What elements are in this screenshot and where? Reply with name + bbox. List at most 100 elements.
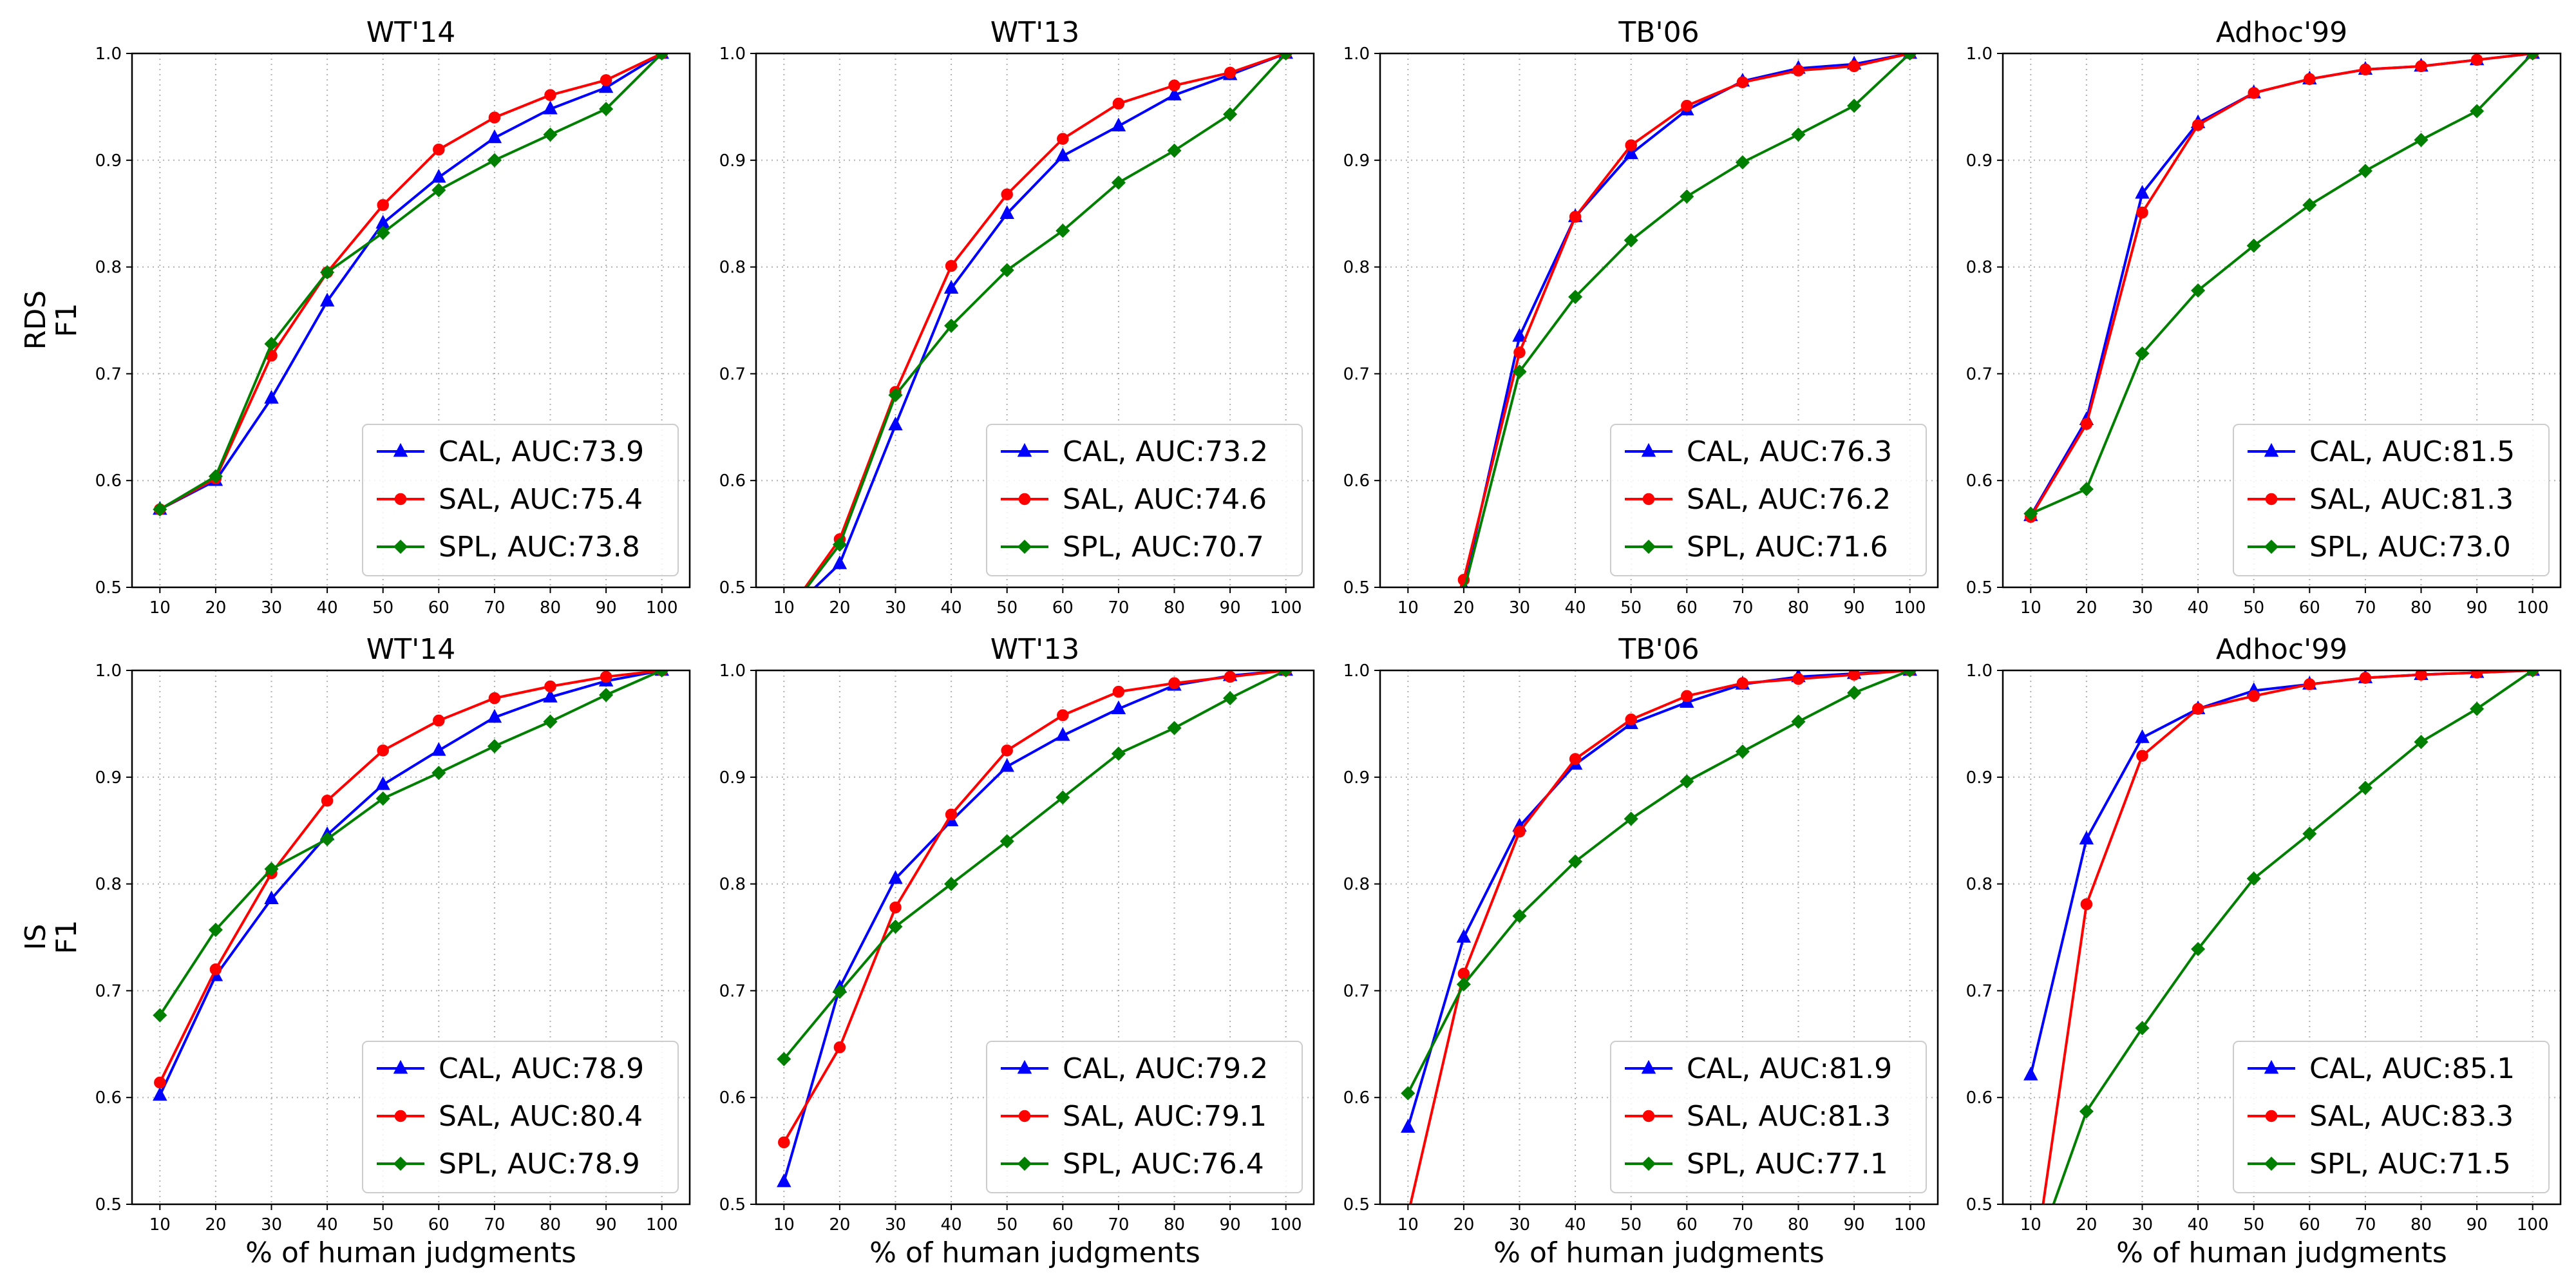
legend-marker-spl	[393, 1156, 408, 1171]
legend: CAL, AUC:81.9 SAL, AUC:81.3 SPL, AUC:77.1	[1610, 1041, 1927, 1193]
y-tick-label: 0.8	[719, 258, 746, 278]
data-point-spl	[832, 537, 847, 552]
legend-label-cal: CAL, AUC:85.1	[2309, 1052, 2515, 1085]
data-point-cal	[543, 100, 558, 115]
data-point-spl	[832, 984, 847, 999]
data-point-spl	[264, 862, 279, 876]
data-point-spl	[1512, 365, 1527, 379]
x-tick-label: 90	[1220, 598, 1241, 618]
legend-marker-spl	[1641, 1156, 1656, 1171]
x-tick-label: 70	[1108, 598, 1129, 618]
y-tick-label: 0.9	[1343, 768, 1370, 788]
data-point-spl	[1278, 53, 1293, 61]
x-tick-label: 80	[1164, 598, 1185, 618]
series-line-spl	[1406, 670, 1911, 1094]
x-tick-label: 50	[1620, 1215, 1642, 1235]
x-tick-label: 90	[596, 1215, 617, 1235]
row-label-is-line1: IS	[19, 924, 52, 951]
row-label-rds-line1: RDS	[19, 290, 52, 350]
data-point-sal	[2080, 418, 2093, 430]
data-point-sal	[1001, 744, 1013, 757]
x-axis-label: % of human judgments	[2116, 1236, 2447, 1269]
series-line-spl	[782, 670, 1287, 1060]
x-tick-label: 40	[1565, 1215, 1586, 1235]
data-point-sal	[2359, 672, 2372, 684]
x-tick-label: 20	[1453, 1215, 1474, 1235]
data-point-cal	[153, 1086, 167, 1101]
legend-marker-sal	[1018, 1110, 1031, 1122]
legend: CAL, AUC:85.1 SAL, AUC:83.3 SPL, AUC:71.5	[2233, 1041, 2550, 1193]
data-point-cal	[999, 205, 1014, 219]
legend-marker-cal	[1641, 442, 1656, 457]
legend-label-sal: SAL, AUC:79.1	[1063, 1100, 1267, 1133]
chart-title: TB'06	[1618, 633, 1699, 666]
y-tick-label: 0.6	[1343, 471, 1370, 491]
data-point-sal	[889, 901, 902, 914]
data-point-spl	[431, 766, 446, 781]
legend-label-sal: SAL, AUC:80.4	[439, 1100, 643, 1133]
legend-label-spl: SPL, AUC:73.8	[439, 531, 640, 564]
legend-label-sal: SAL, AUC:81.3	[1687, 1100, 1891, 1133]
plot-area	[2023, 53, 2540, 523]
data-point-sal	[433, 714, 445, 727]
legend-marker-sal	[2265, 493, 2278, 506]
data-point-spl	[2135, 1021, 2150, 1036]
y-tick-label: 1.0	[1343, 44, 1370, 64]
x-tick-label: 60	[1052, 598, 1074, 618]
x-tick-label: 30	[885, 598, 906, 618]
y-tick-label: 1.0	[95, 661, 122, 681]
data-point-sal	[2304, 678, 2316, 690]
legend-label-sal: SAL, AUC:76.2	[1687, 483, 1891, 516]
x-tick-label: 30	[2132, 598, 2153, 618]
axes-frame	[2002, 669, 2562, 1206]
legend-marker-sal	[2265, 1110, 2278, 1122]
legend-marker-sal	[1018, 493, 1031, 506]
series-line-sal	[2029, 53, 2533, 518]
panel-rds-wt-14: 10 20 30 40 50 60 70 80 90 100 0.5 0.6 0.7 0.8 0.9 1.0 W…	[95, 16, 691, 618]
plot-area	[153, 53, 669, 517]
x-tick-label: 90	[2467, 598, 2488, 618]
legend-box	[1610, 1041, 1927, 1193]
series-line-cal	[159, 53, 663, 511]
x-tick-label: 20	[1453, 598, 1474, 618]
x-tick-label: 50	[996, 598, 1018, 618]
x-axis-label: % of human judgments	[1493, 1236, 1824, 1269]
legend-box	[362, 1041, 679, 1193]
x-tick-label: 30	[1509, 1215, 1530, 1235]
data-point-spl	[1111, 175, 1126, 190]
series-line-spl	[805, 53, 1287, 587]
y-tick-label: 0.8	[1343, 875, 1370, 895]
x-tick-label: 60	[2299, 1215, 2320, 1235]
series-line-spl	[2052, 670, 2533, 1204]
data-point-spl	[2191, 942, 2206, 956]
data-point-sal	[1112, 97, 1125, 110]
x-tick-label: 20	[2076, 1215, 2097, 1235]
x-tick-label: 40	[2188, 598, 2209, 618]
legend: CAL, AUC:78.9 SAL, AUC:80.4 SPL, AUC:78.9	[362, 1041, 679, 1193]
data-point-cal	[1056, 727, 1070, 741]
legend-label-cal: CAL, AUC:78.9	[439, 1052, 644, 1085]
data-point-sal	[1112, 685, 1125, 698]
data-point-spl	[1735, 744, 1750, 759]
y-tick-label: 0.8	[95, 875, 122, 895]
series-line-cal	[2029, 670, 2533, 1075]
y-tick-label: 0.9	[719, 151, 746, 171]
data-point-spl	[153, 502, 167, 517]
y-tick-label: 0.7	[1966, 981, 1993, 1001]
data-point-sal	[154, 1076, 166, 1089]
data-point-cal	[431, 742, 446, 756]
data-point-spl	[1401, 1086, 1416, 1101]
data-point-spl	[1401, 709, 1414, 722]
data-point-cal	[888, 416, 903, 431]
data-point-sal	[945, 808, 958, 821]
x-tick-label: 90	[596, 598, 617, 618]
plot-area	[777, 670, 1293, 1188]
data-point-cal	[999, 758, 1014, 772]
plot-area	[804, 53, 1293, 587]
legend-marker-spl	[1641, 539, 1656, 554]
x-tick-label: 20	[829, 1215, 850, 1235]
x-tick-label: 30	[1509, 598, 1530, 618]
x-tick-label: 60	[428, 1215, 450, 1235]
y-tick-label: 1.0	[95, 44, 122, 64]
legend-box	[986, 424, 1303, 576]
